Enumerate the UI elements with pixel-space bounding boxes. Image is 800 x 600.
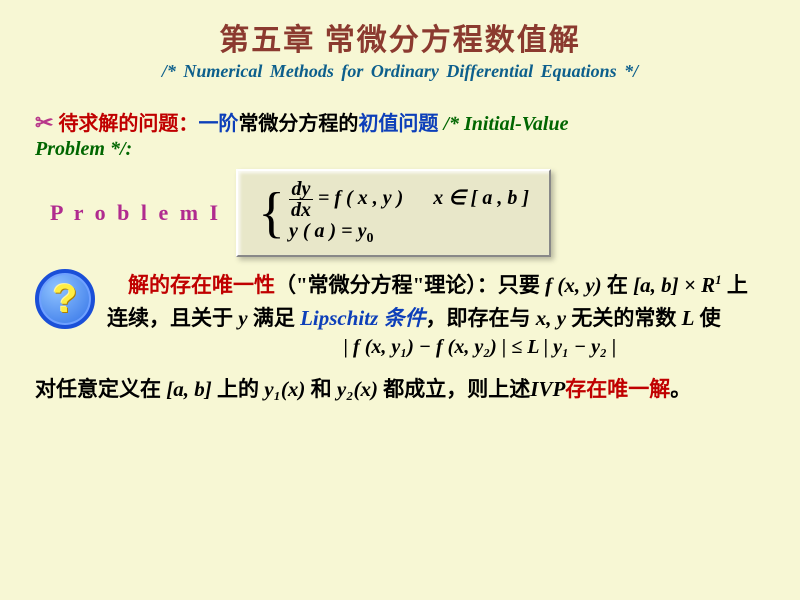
ex-fxy: f (x, y) xyxy=(545,273,602,297)
ex-xy: x, y xyxy=(536,306,566,330)
final-text: 对任意定义在 [a, b] 上的 y₁(x) 和 y₂(x) 都成立，则上述IV… xyxy=(35,373,765,406)
ex-t7: 无关的常数 xyxy=(566,306,682,330)
fin-ab: [a, b] xyxy=(166,377,212,401)
ex-t3: 在 xyxy=(602,273,634,297)
intro-line-2: Problem */: xyxy=(35,138,765,161)
ex-L: L xyxy=(682,306,695,330)
frac-num: dy xyxy=(289,179,313,200)
question-mark-icon: ? xyxy=(35,269,95,329)
intro-red: 待求解的问题： xyxy=(58,113,198,135)
ex-t5: 满足 xyxy=(248,306,301,330)
fin-y2: y₂(x) xyxy=(337,377,378,401)
intro-blue2: 初值问题 xyxy=(358,113,438,135)
ex-t6: ，即存在与 xyxy=(426,306,536,330)
ex-t2: （"常微分方程"理论）：只要 xyxy=(275,273,545,297)
ex-t8: 使 xyxy=(694,306,720,330)
intro-line-1: ✂ 待求解的问题：一阶常微分方程的初值问题 /* Initial-Value xyxy=(35,107,765,136)
eq-sign: = xyxy=(318,187,334,209)
eq-zero: 0 xyxy=(366,231,373,246)
problem-row: P r o b l e m I { dy dx = f ( x , y ) x … xyxy=(35,169,765,257)
ex-red: 解的存在唯一性 xyxy=(128,273,275,297)
intro-black: 常微分方程的 xyxy=(238,113,358,135)
fraction-dydx: dy dx xyxy=(289,179,313,220)
ex-y: y xyxy=(238,306,247,330)
fin-t2: 上的 xyxy=(212,377,265,401)
fin-t1: 对任意定义在 xyxy=(35,377,166,401)
eq-cond: x ∈ [ a , b ] xyxy=(433,187,529,209)
left-brace: { xyxy=(256,179,287,247)
lipschitz-inequality: | f (x, y₁) − f (x, y₂) | ≤ L | y₁ − y₂ … xyxy=(195,336,765,359)
chapter-title: 第五章 常微分方程数值解 xyxy=(35,15,765,59)
ex-abR: [a, b] × R1 xyxy=(633,273,721,297)
fin-t4: 都成立，则上述 xyxy=(378,377,530,401)
fin-t3: 和 xyxy=(305,377,337,401)
fin-red: 存在唯一解 xyxy=(565,377,670,401)
eq-ya: y ( a ) = y xyxy=(289,220,366,242)
equation-box: { dy dx = f ( x , y ) x ∈ [ a , b ] xyxy=(236,169,551,257)
eq-f: f ( x , y ) xyxy=(334,187,403,209)
intro-blue1: 一阶 xyxy=(198,113,238,135)
fin-y1: y₁(x) xyxy=(264,377,305,401)
scissors-icon: ✂ xyxy=(35,110,53,135)
ex-lip: Lipschitz 条件 xyxy=(300,306,425,330)
problem-label: P r o b l e m I xyxy=(50,200,221,226)
frac-den: dx xyxy=(289,200,313,220)
intro-green-inline: /* Initial-Value xyxy=(438,113,568,135)
question-row: ? 解的存在唯一性（"常微分方程"理论）：只要 f (x, y) 在 [a, b… xyxy=(35,269,765,334)
fin-t5: 。 xyxy=(670,377,691,401)
fin-ivp: IVP xyxy=(530,377,565,401)
existence-text: 解的存在唯一性（"常微分方程"理论）：只要 f (x, y) 在 [a, b] … xyxy=(107,269,765,334)
chapter-subtitle: /* Numerical Methods for Ordinary Differ… xyxy=(35,61,765,82)
